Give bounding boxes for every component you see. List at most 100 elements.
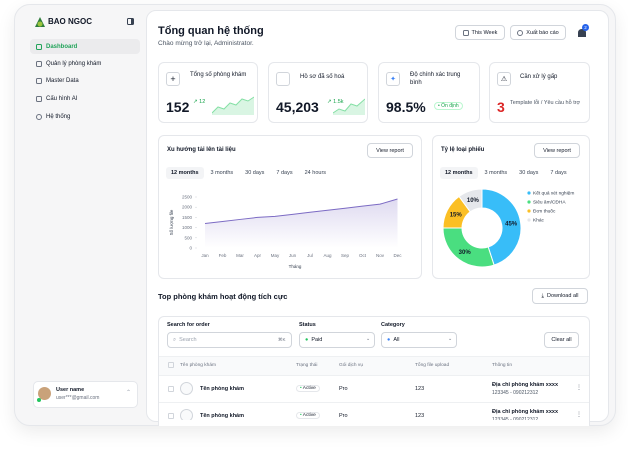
tab[interactable]: 12 months	[166, 167, 204, 179]
select-value: Paid	[311, 337, 323, 343]
collapse-button[interactable]	[127, 18, 134, 25]
sparkline	[333, 98, 365, 115]
column-header: Tên phòng khám	[180, 363, 217, 368]
status-badge: • Active	[296, 412, 320, 419]
contact: 123345 - 090212312	[492, 417, 539, 420]
card-title: Tỷ lệ loại phiếu	[441, 147, 485, 153]
tab[interactable]: 7 days	[550, 170, 567, 176]
user-name: User name	[56, 387, 85, 393]
icon	[36, 77, 42, 84]
table-header	[159, 356, 589, 376]
plan: Pro	[339, 413, 348, 419]
filter-label: Category	[381, 322, 405, 328]
kpi-value: 98.5%	[386, 99, 426, 115]
shortcut: ⌘K	[278, 337, 286, 342]
status-badge: • Active	[296, 385, 320, 392]
status-label: Active	[302, 386, 316, 391]
tab[interactable]: 24 hours	[304, 170, 327, 176]
dot: ●	[387, 337, 391, 343]
page-title: Tổng quan hệ thống	[158, 25, 264, 37]
avatar	[180, 382, 193, 395]
search-input[interactable]: ⌕ Search	[167, 332, 292, 348]
kpi-badge: • Ổn định	[434, 102, 463, 110]
button-label: Download all	[546, 293, 579, 299]
tab[interactable]: 3 months	[210, 170, 234, 176]
status-select[interactable]: ● Paid	[299, 332, 375, 348]
nav-item[interactable]: Master Data	[30, 73, 140, 88]
brand: BAO NGOC	[48, 17, 92, 26]
nav-item[interactable]: Hệ thống	[30, 109, 140, 124]
clinic-name: Tên phòng khám	[200, 413, 244, 419]
status-label: Active	[302, 413, 316, 418]
address: Địa chỉ phòng khám xxxx	[492, 409, 559, 415]
export-button[interactable]: Xuất báo cáo	[510, 25, 566, 40]
avatar	[180, 409, 193, 420]
row-menu[interactable]: ⋮	[576, 385, 582, 391]
select-value: All	[393, 337, 400, 343]
address: Địa chỉ phòng khám xxxx	[492, 382, 559, 388]
kpi-value: 3	[497, 99, 505, 115]
contact: 123345 - 090212312	[492, 390, 539, 396]
chevron: ⌃	[126, 390, 132, 396]
icon	[36, 113, 42, 120]
uploads: 123	[415, 386, 425, 392]
tab[interactable]: 30 days	[519, 170, 539, 176]
button-label: View report	[543, 147, 571, 154]
dot: •	[300, 386, 303, 391]
column-header: Tổng file upload	[415, 363, 450, 368]
tab[interactable]: 12 months	[440, 167, 478, 179]
section-title: Top phòng khám hoạt động tích cực	[158, 292, 288, 301]
kpi-icon: ✦	[386, 72, 400, 86]
badge-label: Ổn định	[441, 103, 459, 109]
category-select[interactable]: ● All	[381, 332, 457, 348]
button-label: View report	[376, 147, 404, 154]
checkbox[interactable]	[168, 362, 174, 368]
filter-label: Search for order	[167, 322, 210, 328]
kpi-label: Tổng số phòng khám	[190, 72, 247, 78]
tabs: 12 months 3 months 30 days 7 days	[440, 167, 585, 179]
tab[interactable]: 30 days	[245, 170, 265, 176]
kpi-icon: +	[166, 72, 180, 86]
kpi-label: Độ chính xác trung bình	[410, 72, 461, 86]
nav-item[interactable]: Cấu hình AI	[30, 91, 140, 106]
checkbox[interactable]	[168, 413, 174, 419]
nav-item[interactable]: Dashboard	[30, 39, 140, 54]
clinic-name: Tên phòng khám	[200, 386, 244, 392]
tab[interactable]: 3 months	[484, 170, 508, 176]
page-subtitle: Chào mừng trở lại, Administrator.	[158, 40, 254, 47]
online-dot	[37, 398, 41, 402]
icon	[36, 60, 42, 67]
placeholder: Search	[179, 337, 197, 343]
column-header: Trạng thái	[296, 363, 318, 368]
button-label: Xuất báo cáo	[526, 29, 559, 36]
nav-label: Quản lý phòng khám	[46, 60, 102, 67]
nav-item[interactable]: Quản lý phòng khám	[30, 56, 140, 71]
dot: •	[300, 413, 303, 418]
download-button[interactable]: ⤓ Download all	[532, 288, 588, 304]
clear-button[interactable]: Clear all	[544, 332, 579, 348]
card-title: Xu hướng tải lên tài liệu	[167, 147, 236, 153]
view-report-button[interactable]: View report	[534, 143, 580, 158]
user-email: user***@gmail.com	[56, 395, 100, 401]
kpi-value: 45,203	[276, 99, 319, 115]
checkbox[interactable]	[168, 386, 174, 392]
tab[interactable]: 7 days	[276, 170, 293, 176]
uploads: 123	[415, 413, 425, 419]
kpi-note: Template lỗi / Yêu cầu hỗ trợ	[510, 100, 581, 106]
kpi-value: 152	[166, 99, 190, 115]
plan: Pro	[339, 386, 348, 392]
week-button[interactable]: This Week	[455, 25, 505, 40]
view-report-button[interactable]: View report	[367, 143, 413, 158]
row-menu[interactable]: ⋮	[576, 412, 582, 418]
avatar	[38, 387, 51, 400]
notification-badge: 2	[582, 24, 589, 31]
nav-label: Dashboard	[46, 43, 78, 50]
row-divider	[159, 402, 589, 403]
kpi-delta: ↗ 12	[193, 99, 206, 105]
logo	[35, 17, 45, 27]
column-header: Gói dịch vụ	[339, 363, 363, 368]
kpi-icon: ⚠	[497, 72, 511, 86]
chevron: ⌄	[366, 336, 371, 342]
kpi-label: Cần xử lý gấp	[520, 74, 558, 80]
bell[interactable]	[575, 26, 589, 40]
